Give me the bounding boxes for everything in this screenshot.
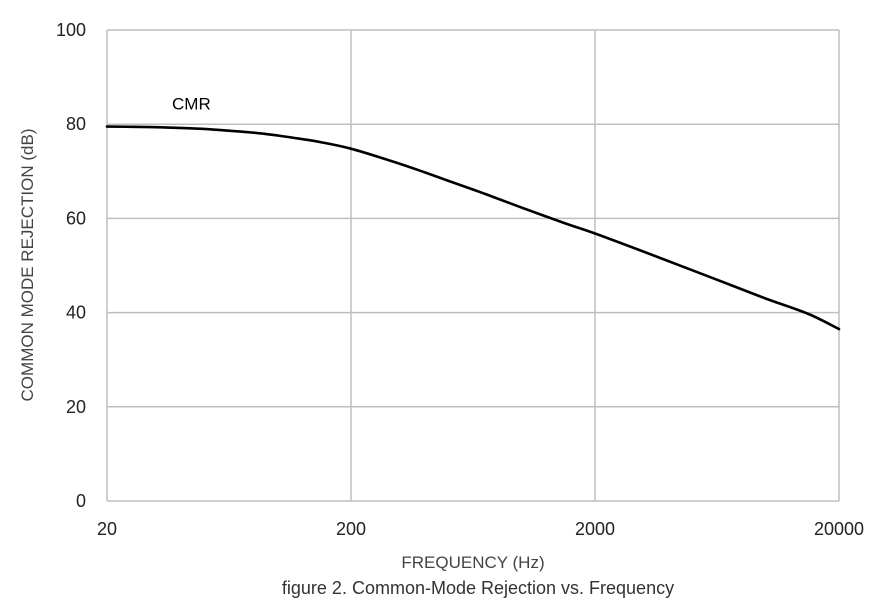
cmr-series-line	[105, 125, 841, 331]
y-tick-label: 60	[66, 208, 86, 228]
y-tick-label: 0	[76, 491, 86, 511]
grid	[106, 29, 840, 502]
x-axis-title: FREQUENCY (Hz)	[401, 553, 544, 572]
x-tick-label: 200	[336, 519, 366, 539]
y-tick-label: 20	[66, 397, 86, 417]
x-tick-label: 2000	[575, 519, 615, 539]
y-tick-label: 100	[56, 20, 86, 40]
series-label-cmr: CMR	[172, 95, 211, 114]
y-tick-label: 40	[66, 303, 86, 323]
labels-layer: 0 20 40 60 80 100 20 200 2000 20000 CMR	[56, 20, 864, 539]
series-layer	[105, 125, 841, 331]
x-tick-label: 20000	[814, 519, 864, 539]
y-tick-label: 80	[66, 114, 86, 134]
x-tick-label: 20	[97, 519, 117, 539]
figure-caption: figure 2. Common-Mode Rejection vs. Freq…	[282, 578, 674, 598]
y-axis-title: COMMON MODE REJECTION (dB)	[18, 129, 37, 402]
